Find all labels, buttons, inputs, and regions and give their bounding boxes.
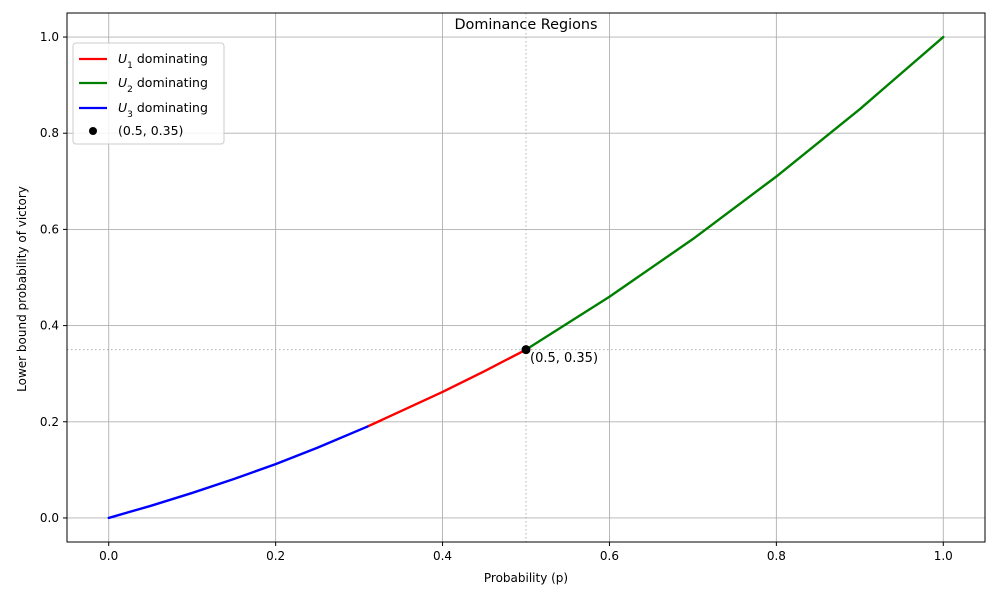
y-tick-label: 0.4	[40, 319, 59, 333]
legend: U1 dominating U2 dominating U3 dominatin…	[72, 42, 225, 145]
marker-point	[521, 345, 531, 355]
x-tick-label: 0.8	[767, 549, 786, 563]
series-layer	[107, 35, 945, 520]
plot-frame	[66, 12, 986, 543]
reference-lines	[67, 13, 985, 542]
x-tick-label: 0.4	[433, 549, 452, 563]
y-tick-label: 0.6	[40, 222, 59, 236]
x-axis-label: Probability (p)	[484, 571, 568, 585]
y-axis-label: Lower bound probability of victory	[15, 186, 29, 392]
y-tick-label: 0.8	[40, 126, 59, 140]
legend-label-point: (0.5, 0.35)	[118, 123, 183, 138]
legend-marker-point	[89, 127, 97, 135]
x-tick-label: 1.0	[934, 549, 953, 563]
point-annotation: (0.5, 0.35)	[530, 351, 598, 366]
chart-title: Dominance Regions	[454, 17, 597, 33]
series-line-u3	[107, 425, 369, 520]
x-tick-label: 0.2	[266, 549, 285, 563]
y-tick-label: 0.0	[40, 511, 59, 525]
legend-label-u1: U1 dominating	[118, 51, 208, 71]
y-tick-label: 1.0	[40, 30, 59, 44]
x-tick-label: 0.0	[99, 549, 118, 563]
series-line-u2	[524, 35, 945, 351]
series-line-u1	[366, 348, 528, 428]
tick-layer: 0.0 0.2 0.4 0.6 0.8 1.0 0.0 0.2 0.4 0.6 0.8 1.0	[40, 30, 953, 563]
x-tick-label: 0.6	[600, 549, 619, 563]
y-tick-label: 0.2	[40, 415, 59, 429]
legend-label-u3: U3 dominating	[118, 100, 208, 120]
legend-box	[72, 42, 225, 145]
legend-label-u2: U2 dominating	[118, 75, 208, 95]
